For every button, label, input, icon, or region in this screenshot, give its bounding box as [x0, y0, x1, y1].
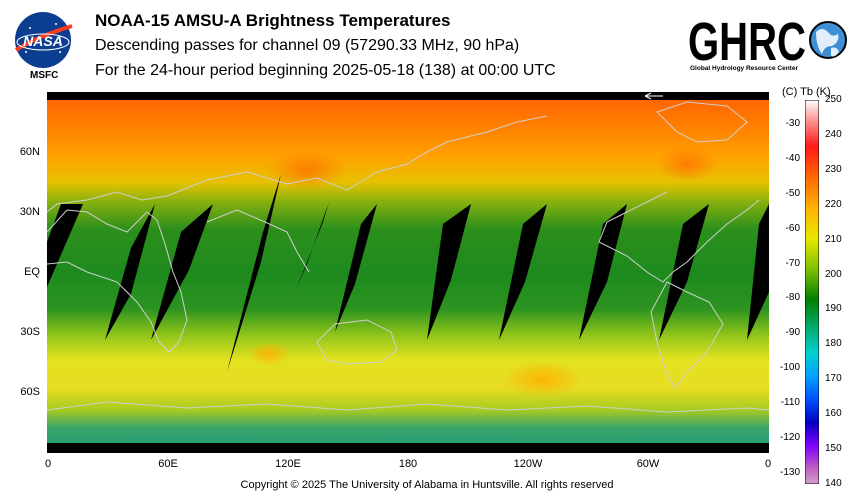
orbit-gap [659, 204, 709, 340]
colorbar-kelvin-label: 190 [825, 303, 842, 315]
colorbar-celsius-label: -110 [780, 397, 800, 409]
orbit-gap [151, 204, 213, 340]
colorbar-celsius-label: -90 [785, 327, 800, 339]
colorbar-celsius-label: -120 [779, 432, 800, 444]
lon-label-180: 180 [398, 458, 418, 470]
colorbar-kelvin-label: 200 [825, 268, 842, 280]
colorbar-celsius-label: -30 [785, 117, 800, 129]
lon-label-60e: 60E [158, 458, 178, 470]
lon-label-120w: 120W [513, 458, 543, 470]
colorbar-kelvin-label: 170 [825, 373, 842, 385]
colorbar-kelvin-label: 150 [825, 443, 842, 455]
brightness-temperature-map [47, 92, 769, 453]
arrow-icon [644, 92, 663, 100]
msfc-label: MSFC [30, 70, 59, 81]
lat-label-eq: EQ [24, 266, 40, 278]
nasa-logo-text: NASA [23, 33, 63, 49]
orbit-gap [427, 204, 471, 340]
lat-label-60n: 60N [19, 146, 40, 158]
colorbar-header: (C) Tb (K) [782, 86, 831, 98]
map-title: NOAA-15 AMSU-A Brightness Temperatures [95, 11, 451, 30]
colorbar-kelvin-label: 140 [825, 478, 842, 489]
coastline-greenland [656, 101, 748, 143]
colorbar-kelvin-label: 220 [825, 198, 842, 210]
ghrc-logo-text: GHRC [688, 12, 806, 68]
temperature-field [47, 92, 769, 453]
lat-label-30n: 30N [19, 206, 40, 218]
warm-anomaly-south-pacific [502, 361, 582, 397]
lat-label-30s: 30S [20, 326, 40, 338]
lon-label-0-east: 0 [764, 458, 772, 470]
colorbar-gradient [805, 100, 819, 484]
no-data-band-south [47, 443, 769, 453]
coastline-australia [316, 319, 398, 365]
colorbar-celsius-label: -40 [785, 152, 800, 164]
orbit-gap [335, 204, 377, 332]
coastline-eurasia [47, 115, 548, 213]
orbit-gap [499, 204, 547, 340]
colorbar-celsius-label: -100 [779, 362, 800, 374]
colorbar-kelvin-label: 180 [825, 338, 842, 350]
lon-label-60w: 60W [636, 458, 660, 470]
coastlines [47, 101, 769, 413]
coastline-north-america [598, 191, 760, 283]
ghrc-subtitle: Global Hydrology Resource Center [690, 65, 798, 72]
colorbar-kelvin-label: 160 [825, 408, 842, 420]
colorbar-celsius-label: -50 [785, 187, 800, 199]
coastline-south-asia [206, 209, 310, 273]
coastline-antarctica [47, 401, 769, 413]
colorbar-celsius-label: -60 [785, 222, 800, 234]
map-subtitle: Descending passes for channel 09 (57290.… [95, 37, 520, 54]
lon-label-0: 0 [44, 458, 52, 470]
colorbar-celsius-label: -130 [779, 467, 800, 478]
lat-label-60s: 60S [20, 386, 40, 398]
warm-anomaly-north-atlantic [657, 146, 717, 182]
colorbar-kelvin-label: 250 [825, 94, 842, 105]
colorbar-celsius-label: -80 [785, 292, 800, 304]
coastline-south-america [650, 281, 724, 389]
orbit-gap [105, 204, 155, 340]
coastline-africa [47, 209, 188, 353]
orbit-gap [579, 204, 627, 340]
no-data-band-north [47, 92, 769, 100]
orbit-gap [47, 204, 83, 287]
colorbar [805, 100, 819, 484]
map-period: For the 24-hour period beginning 2025-05… [95, 62, 556, 79]
ghrc-logo: GHRC [688, 12, 847, 68]
lon-label-120e: 120E [275, 458, 301, 470]
colorbar-kelvin-label: 210 [825, 233, 842, 245]
nasa-logo: NASA [14, 12, 73, 68]
warm-anomaly-indian-ocean [247, 342, 291, 366]
colorbar-kelvin-label: 240 [825, 128, 842, 140]
colorbar-celsius-label: -70 [785, 257, 800, 269]
warm-anomaly-central-asia [267, 150, 347, 190]
orbit-gap [747, 204, 769, 340]
colorbar-kelvin-label: 230 [825, 163, 842, 175]
copyright-notice: Copyright © 2025 The University of Alaba… [240, 479, 614, 491]
